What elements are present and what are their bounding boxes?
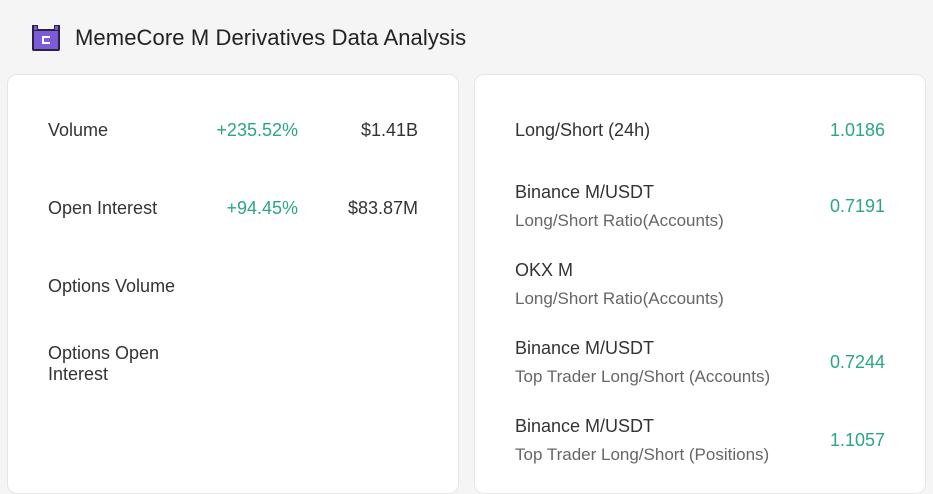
open-interest-value: $83.87M xyxy=(347,197,418,218)
volume-label: Volume xyxy=(48,119,109,140)
long-short-ratio-accounts-label: Long/Short Ratio(Accounts) xyxy=(515,211,724,230)
options-open-interest-row: Options Open Interest xyxy=(48,343,418,384)
options-volume-label: Options Volume xyxy=(48,275,176,296)
options-open-interest-label: Options Open Interest xyxy=(48,343,160,384)
binance-top-trader-positions-row: Binance M/USDT Top Trader Long/Short (Po… xyxy=(515,413,885,468)
binance-top-trader-positions-value: 1.1057 xyxy=(829,430,885,450)
open-interest-label: Open Interest xyxy=(48,197,158,218)
binance-top-trader-accounts-row: Binance M/USDT Top Trader Long/Short (Ac… xyxy=(515,335,885,390)
derivatives-volume-panel: Volume +235.52% $1.41B Open Interest +94… xyxy=(7,74,459,494)
okx-pair-label: OKX M xyxy=(515,260,574,280)
long-short-24h-label: Long/Short (24h) xyxy=(515,120,651,140)
volume-value: $1.41B xyxy=(360,119,418,140)
binance-pair-label: Binance M/USDT xyxy=(515,182,655,202)
binance-top-trader-positions-pair-label: Binance M/USDT xyxy=(515,416,655,436)
volume-change: +235.52% xyxy=(216,119,298,140)
long-short-24h-value: 1.0186 xyxy=(829,119,885,140)
binance-long-short-accounts-row: Binance M/USDT Long/Short Ratio(Accounts… xyxy=(515,179,885,234)
open-interest-row: Open Interest +94.45% $83.87M xyxy=(48,188,418,228)
open-interest-change: +94.45% xyxy=(226,197,298,218)
binance-top-trader-accounts-pair-label: Binance M/USDT xyxy=(515,338,655,358)
long-short-panel: Long/Short (24h) 1.0186 Binance M/USDT L… xyxy=(474,74,926,494)
volume-row: Volume +235.52% $1.41B xyxy=(48,110,418,150)
memecore-logo-icon xyxy=(30,23,62,53)
page-header: MemeCore M Derivatives Data Analysis xyxy=(30,20,466,56)
options-volume-row: Options Volume xyxy=(48,266,418,306)
top-trader-long-short-positions-label: Top Trader Long/Short (Positions) xyxy=(515,445,770,464)
okx-long-short-accounts-row: OKX M Long/Short Ratio(Accounts) xyxy=(515,257,885,312)
top-trader-long-short-accounts-label: Top Trader Long/Short (Accounts) xyxy=(515,367,771,386)
okx-long-short-ratio-accounts-label: Long/Short Ratio(Accounts) xyxy=(515,289,724,308)
binance-top-trader-accounts-value: 0.7244 xyxy=(829,352,885,372)
page-title: MemeCore M Derivatives Data Analysis xyxy=(75,25,467,50)
binance-long-short-accounts-value: 0.7191 xyxy=(829,196,885,216)
long-short-24h-row: Long/Short (24h) 1.0186 xyxy=(515,116,885,144)
